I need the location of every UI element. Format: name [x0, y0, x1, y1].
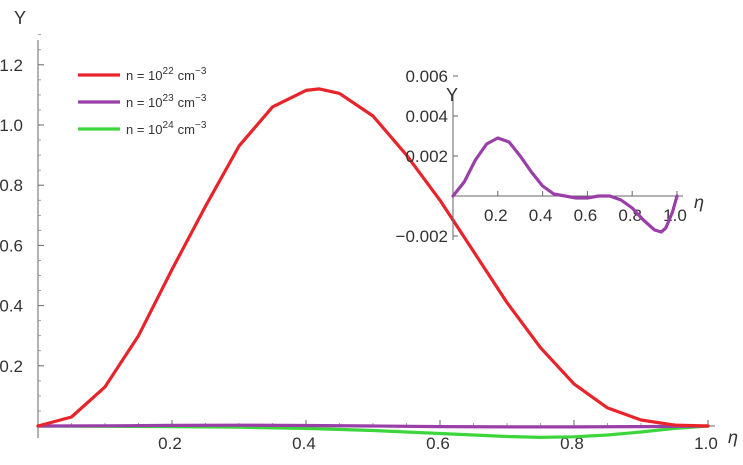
y-tick-label: 0.6	[0, 236, 23, 255]
series-line-1	[36, 87, 710, 428]
main-plot: 0.2 0.4 0.6 0.8 1.0 0.2 0.4 0.6 0.8 1.0 1.2 Yη	[0, 8, 738, 453]
inset-x-tick-label: 0.6	[574, 206, 598, 225]
x-axis-label: η	[728, 427, 738, 447]
x-tick-label: 0.8	[560, 434, 584, 453]
legend-base: n = 10	[126, 122, 163, 137]
inset-y-tick-label: 0.004	[405, 107, 448, 126]
inset-series-line	[451, 136, 679, 234]
legend: n = 1022 cm−3n = 1023 cm−3n = 1024 cm−3	[78, 66, 207, 137]
inset-x-tick-label: 0.2	[484, 206, 508, 225]
inset-y-axis-label: Y	[446, 85, 458, 105]
legend-base: n = 10	[126, 68, 163, 83]
legend-unit-exponent: −3	[195, 66, 207, 77]
inset-y-tick-label: −0.002	[396, 227, 448, 246]
inset-x-tick-label: 0.4	[529, 206, 553, 225]
y-tick-label: 1.0	[0, 116, 23, 135]
legend-label-1: n = 1022 cm−3	[126, 66, 207, 83]
legend-label-3: n = 1024 cm−3	[126, 120, 207, 137]
series-line-2	[36, 423, 710, 429]
legend-base: n = 10	[126, 95, 163, 110]
x-tick-label: 0.4	[292, 434, 316, 453]
x-tick-label: 1.0	[694, 434, 718, 453]
legend-exponent: 22	[163, 66, 175, 77]
y-tick-label: 1.2	[0, 56, 23, 75]
x-tick-label: 0.6	[426, 434, 450, 453]
legend-unit-exponent: −3	[195, 93, 207, 104]
legend-exponent: 24	[163, 120, 175, 131]
y-tick-label: 0.4	[0, 297, 23, 316]
x-tick-label: 0.2	[158, 434, 182, 453]
legend-exponent: 23	[163, 93, 175, 104]
inset-y-tick-label: 0.002	[405, 147, 448, 166]
y-tick-label: 0.2	[0, 357, 23, 376]
legend-unit: cm	[178, 122, 195, 137]
legend-label-2: n = 1023 cm−3	[126, 93, 207, 110]
inset-y-tick-label: 0.006	[405, 67, 448, 86]
legend-unit: cm	[178, 95, 195, 110]
y-tick-label: 0.8	[0, 176, 23, 195]
legend-unit: cm	[178, 68, 195, 83]
legend-unit-exponent: −3	[195, 120, 207, 131]
inset-x-axis-label: η	[694, 192, 704, 212]
y-axis-label: Y	[14, 8, 26, 28]
